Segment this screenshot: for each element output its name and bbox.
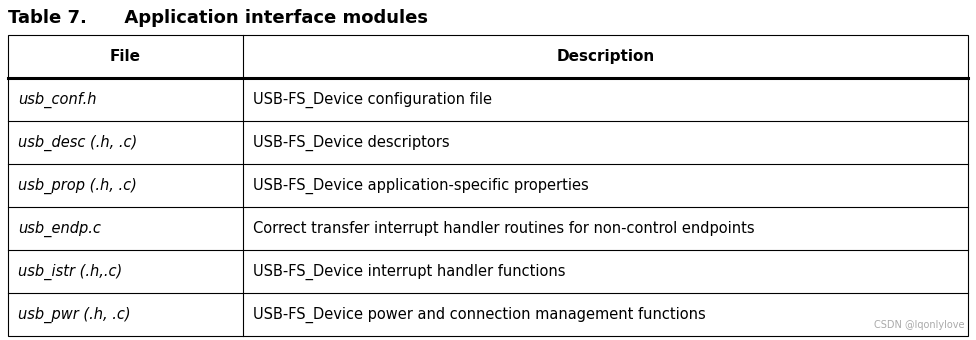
Text: File: File — [110, 49, 142, 64]
Text: usb_endp.c: usb_endp.c — [18, 220, 101, 237]
Text: Table 7.      Application interface modules: Table 7. Application interface modules — [8, 9, 428, 27]
Text: USB-FS_Device power and connection management functions: USB-FS_Device power and connection manag… — [253, 306, 706, 323]
Text: usb_istr (.h,.c): usb_istr (.h,.c) — [18, 264, 122, 279]
Text: USB-FS_Device configuration file: USB-FS_Device configuration file — [253, 91, 492, 107]
Text: usb_desc (.h, .c): usb_desc (.h, .c) — [18, 134, 138, 151]
Bar — [8, 35, 968, 336]
Text: Correct transfer interrupt handler routines for non-control endpoints: Correct transfer interrupt handler routi… — [253, 221, 754, 236]
Text: USB-FS_Device application-specific properties: USB-FS_Device application-specific prope… — [253, 177, 589, 193]
Text: CSDN @lqonlylove: CSDN @lqonlylove — [874, 320, 964, 330]
Text: usb_pwr (.h, .c): usb_pwr (.h, .c) — [18, 306, 131, 323]
Text: usb_conf.h: usb_conf.h — [18, 91, 97, 107]
Text: USB-FS_Device interrupt handler functions: USB-FS_Device interrupt handler function… — [253, 264, 566, 279]
Text: USB-FS_Device descriptors: USB-FS_Device descriptors — [253, 134, 450, 151]
Text: Description: Description — [556, 49, 655, 64]
Text: usb_prop (.h, .c): usb_prop (.h, .c) — [18, 177, 137, 193]
